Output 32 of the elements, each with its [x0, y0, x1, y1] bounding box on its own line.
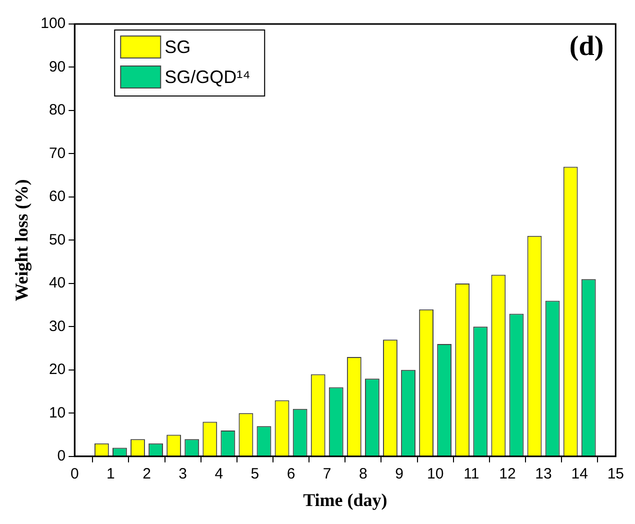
x-tick-label: 9	[395, 466, 404, 483]
y-tick-label: 40	[48, 274, 66, 292]
x-tick-label: 1	[106, 466, 115, 483]
legend-label: SG	[164, 36, 191, 57]
x-tick-label: 3	[178, 466, 188, 483]
x-tick-label: 0	[70, 466, 79, 483]
y-tick-label: 30	[48, 318, 66, 335]
annotation: (d)	[569, 31, 604, 62]
y-axis-title: Weight loss (%)	[11, 179, 32, 302]
y-tick-label: 0	[57, 448, 66, 465]
y-tick-label: 60	[48, 188, 66, 206]
legend-label: SG/GQD¹⁴	[164, 66, 250, 87]
x-tick-label: 5	[250, 466, 260, 483]
x-tick-label: 7	[322, 466, 332, 483]
x-tick-label: 12	[499, 466, 516, 483]
y-tick-label: 50	[48, 231, 66, 248]
y-tick-label: 80	[48, 102, 66, 119]
y-tick-label: 10	[48, 404, 66, 422]
x-tick-label: 14	[571, 466, 588, 483]
x-tick-label: 10	[426, 466, 444, 483]
y-tick-label: 100	[40, 15, 66, 32]
y-tick-label: 90	[48, 58, 66, 76]
x-tick-label: 8	[359, 466, 368, 483]
x-axis-title: Time (day)	[303, 490, 388, 510]
x-tick-label: 11	[464, 466, 480, 483]
x-tick-label: 6	[286, 466, 296, 483]
x-tick-label: 2	[142, 466, 151, 483]
y-tick-label: 70	[48, 144, 66, 162]
x-tick-label: 15	[607, 466, 624, 483]
y-tick-label: 20	[48, 361, 66, 378]
x-tick-label: 4	[214, 466, 224, 483]
x-tick-label: 13	[535, 466, 552, 483]
